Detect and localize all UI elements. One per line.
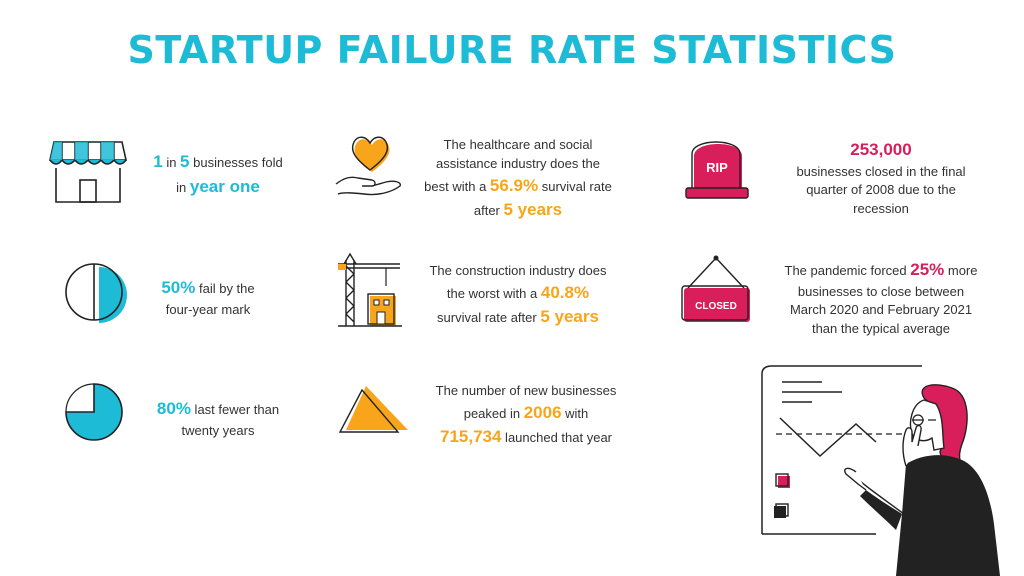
rip-label: RIP	[706, 160, 728, 175]
closed-sign-icon: CLOSED	[678, 254, 754, 326]
pyramid-icon	[336, 384, 412, 436]
pie-half-icon	[62, 260, 128, 326]
stat-twenty-years: 80% last fewer than twenty years	[156, 399, 280, 438]
stat-four-year: 50% fail by the four-year mark	[161, 278, 255, 317]
tombstone-icon: RIP	[682, 132, 754, 204]
stat-recession: 253,000 businesses closed in the final q…	[796, 140, 966, 217]
heart-hand-icon	[334, 132, 406, 200]
page-title: STARTUP FAILURE RATE STATISTICS	[127, 28, 897, 72]
crane-icon	[334, 252, 406, 328]
stat-healthcare: The healthcare and social assistance ind…	[424, 137, 612, 220]
stat-new-businesses: The number of new businesses peaked in 2…	[435, 383, 617, 447]
stat-construction: The construction industry does the worst…	[429, 263, 607, 327]
store-icon	[48, 138, 128, 206]
stat-pandemic: The pandemic forced 25% more businesses …	[784, 260, 978, 337]
closed-label: CLOSED	[695, 301, 737, 312]
person-whiteboard-illustration	[756, 364, 1024, 576]
pie-three-quarter-icon	[62, 380, 128, 446]
stat-year-one: 1 in 5 businesses fold in year one	[153, 152, 283, 196]
